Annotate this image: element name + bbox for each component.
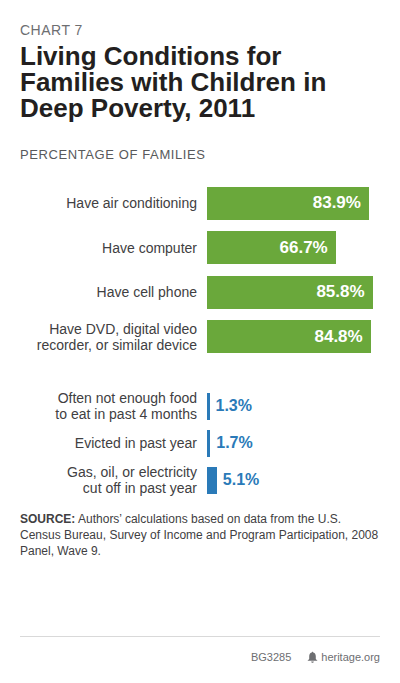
category-label: Gas, oil, or electricity cut off in past… xyxy=(49,464,197,496)
bar xyxy=(207,393,210,420)
category-label: Have computer xyxy=(25,240,197,256)
chart-root: CHART 7 Living Conditions for Families wi… xyxy=(0,0,400,683)
data-label: 1.7% xyxy=(216,433,252,453)
data-label: 1.3% xyxy=(216,396,252,416)
title: Living Conditions for Families with Chil… xyxy=(20,43,370,121)
bar xyxy=(207,430,210,457)
category-label: Have air conditioning xyxy=(25,195,197,211)
site: heritage.org xyxy=(321,651,380,663)
plot-area xyxy=(207,181,400,359)
category-label: Have cell phone xyxy=(25,284,197,300)
source: SOURCE: Authors’ calculations based on d… xyxy=(20,511,382,559)
footer-rule xyxy=(20,636,380,637)
bar xyxy=(207,467,217,494)
data-label: 83.9% xyxy=(313,193,361,213)
source-label: SOURCE: xyxy=(20,512,75,526)
category-label: Often not enough food to eat in past 4 m… xyxy=(49,390,197,422)
bell-shape xyxy=(308,652,318,663)
data-label: 85.8% xyxy=(316,282,364,302)
category-label: Have DVD, digital video recorder, or sim… xyxy=(25,321,197,353)
report-code: BG3285 xyxy=(251,651,291,663)
data-label: 84.8% xyxy=(314,327,362,347)
category-label: Evicted in past year xyxy=(49,435,197,451)
data-label: 5.1% xyxy=(223,470,259,490)
data-label: 66.7% xyxy=(280,238,328,258)
bell-icon xyxy=(307,651,318,663)
footer: BG3285 heritage.org xyxy=(251,648,380,666)
chart-number: CHART 7 xyxy=(20,22,83,38)
subtitle: PERCENTAGE OF FAMILIES xyxy=(20,147,206,163)
